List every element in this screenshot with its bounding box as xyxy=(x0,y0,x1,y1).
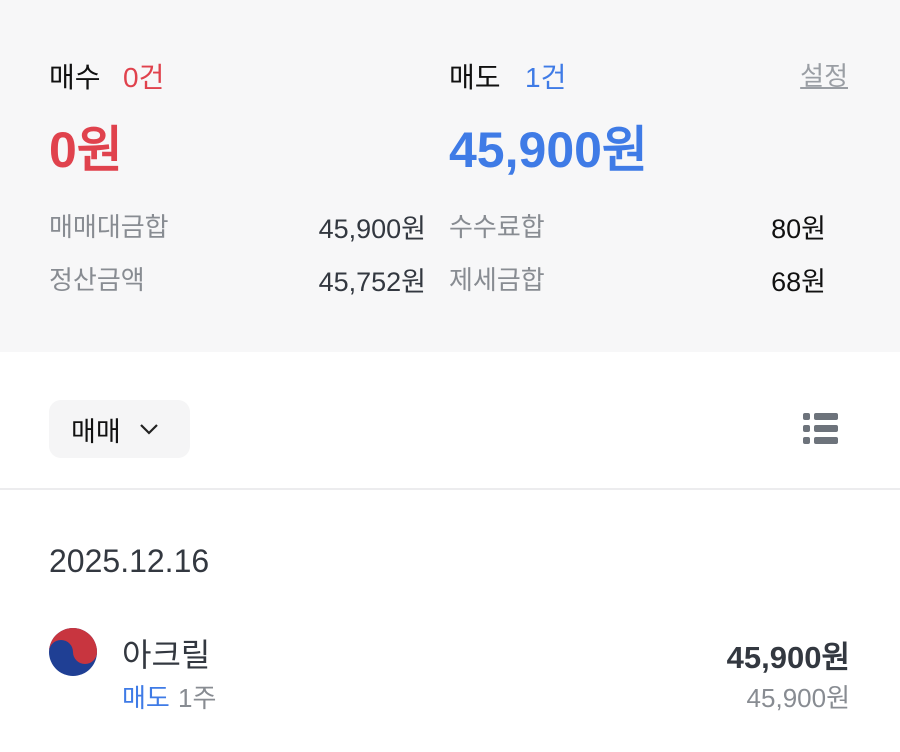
summary-label: 수수료합 xyxy=(449,212,545,242)
date-header: 2025.12.16 xyxy=(49,543,210,579)
list-icon[interactable] xyxy=(803,413,839,445)
summary-label: 정산금액 xyxy=(49,265,145,295)
trade-quantity: 1주 xyxy=(178,683,217,713)
settings-link[interactable]: 설정 xyxy=(800,61,848,91)
buy-amount: 0원 xyxy=(49,122,123,178)
stock-name: 아크릴 xyxy=(122,637,211,673)
summary-label: 제세금합 xyxy=(449,265,545,295)
buy-count: 0건 xyxy=(123,62,165,93)
summary-value: 45,752원 xyxy=(318,267,426,297)
sell-label: 매도 xyxy=(449,62,501,93)
sell-amount: 45,900원 xyxy=(449,122,648,178)
trade-type-dropdown[interactable]: 매매 xyxy=(49,400,190,458)
trade-list-item[interactable]: 아크릴 매도 1주 45,900원 45,900원 xyxy=(0,620,900,720)
buy-label: 매수 xyxy=(49,62,101,93)
trade-amount: 45,900원 xyxy=(726,640,850,675)
dropdown-value: 매매 xyxy=(71,416,121,447)
summary-label: 매매대금합 xyxy=(49,212,169,242)
trade-price: 45,900원 xyxy=(746,683,850,713)
korea-flag-icon xyxy=(49,628,97,676)
summary-value: 68원 xyxy=(771,267,826,297)
divider xyxy=(0,488,900,490)
summary-value: 45,900원 xyxy=(318,214,426,244)
sell-count: 1건 xyxy=(525,62,567,93)
trade-summary: 매수 0건 0원 매도 1건 45,900원 설정 매매대금합 45,900원 … xyxy=(0,0,900,352)
summary-value: 80원 xyxy=(771,214,826,244)
chevron-down-icon xyxy=(139,424,158,435)
trade-side: 매도 xyxy=(122,683,170,713)
